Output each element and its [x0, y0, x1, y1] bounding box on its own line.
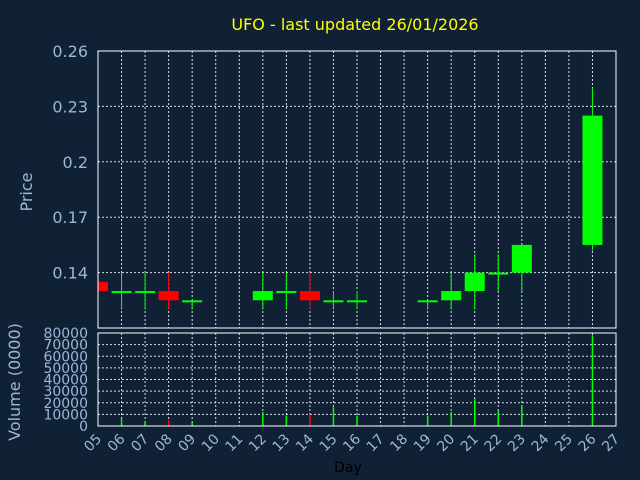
- candle-body: [182, 300, 203, 303]
- candle-body: [582, 115, 603, 245]
- candle-body: [135, 291, 156, 294]
- price-axis-ticks: 0.14 0.17 0.2 0.23 0.26: [52, 42, 88, 283]
- candle-body: [511, 244, 532, 273]
- price-tick-label: 0.26: [52, 42, 88, 61]
- volume-tick-label: 40000: [43, 373, 88, 389]
- price-tick-label: 0.17: [52, 208, 88, 227]
- candle-body: [347, 300, 367, 303]
- volume-tick-label: 10000: [43, 407, 88, 423]
- day-axis-title: Day: [334, 460, 362, 476]
- candle-body: [417, 300, 438, 303]
- candle-body: [276, 291, 297, 294]
- price-axis-title: Price: [17, 172, 36, 211]
- volume-tick-label: 20000: [43, 396, 88, 412]
- volume-tick-label: 0: [79, 419, 88, 435]
- volume-plot-frame: [97, 332, 617, 427]
- volume-tick-label: 50000: [43, 361, 88, 377]
- candle-body: [488, 272, 509, 275]
- candlestick-series: [97, 87, 603, 310]
- volume-axis-title: Volume (0000): [5, 323, 24, 441]
- price-plot-frame: [97, 50, 617, 329]
- price-tick-label: 0.2: [63, 153, 88, 172]
- candle-body: [323, 300, 344, 303]
- candle-body: [252, 291, 273, 301]
- candle-body: [98, 281, 108, 292]
- candle-body: [158, 291, 179, 301]
- chart-title: UFO - last updated 26/01/2026: [231, 15, 478, 34]
- volume-tick-label: 60000: [43, 349, 88, 365]
- candle-body: [111, 291, 132, 294]
- price-tick-label: 0.14: [52, 264, 88, 283]
- volume-series: [120, 335, 594, 426]
- day-axis-ticks: 05 06 07 08 09 10 11 12 13 14 15 16 17 18 19 20 21 22 23 24…: [81, 431, 623, 455]
- candle-body: [299, 291, 320, 301]
- price-tick-label: 0.23: [52, 97, 88, 116]
- volume-tick-label: 80000: [43, 326, 88, 342]
- candle-body: [464, 272, 485, 292]
- volume-tick-label: 70000: [43, 338, 88, 354]
- volume-axis-ticks: 0100002000030000400005000060000700008000…: [43, 326, 88, 435]
- candle-body: [441, 291, 462, 301]
- volume-tick-label: 30000: [43, 384, 88, 400]
